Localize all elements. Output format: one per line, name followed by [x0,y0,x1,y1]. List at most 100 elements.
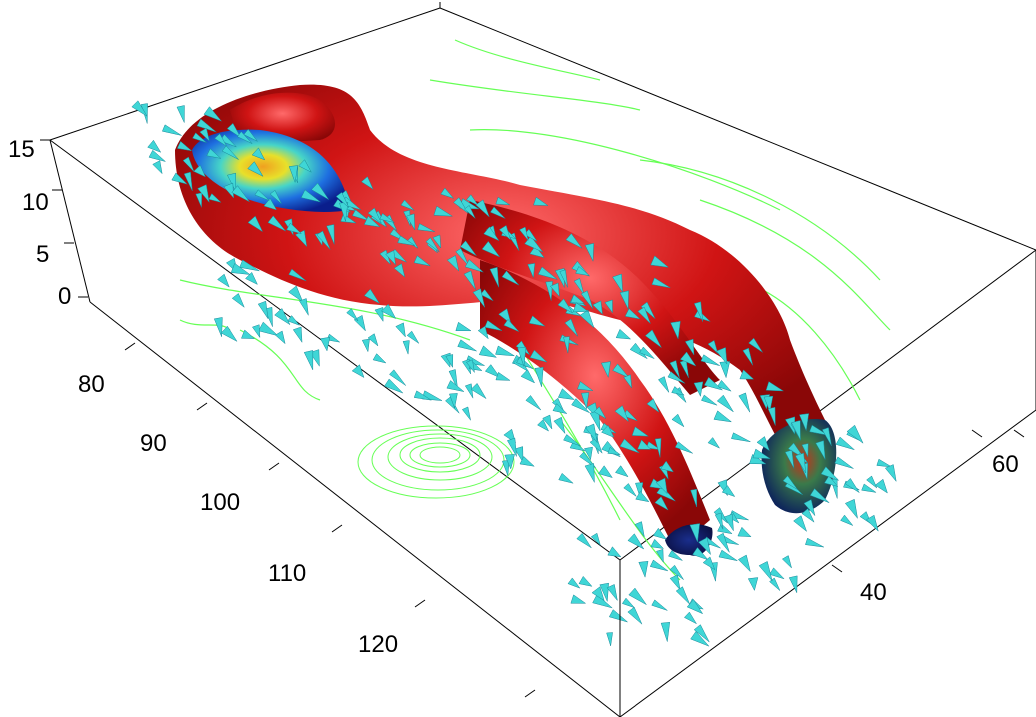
cone-mark [646,441,661,450]
cone-mark [567,577,581,589]
cone-mark [553,416,566,435]
cone-mark [580,290,594,310]
cone-mark [834,456,854,469]
cone-mark [583,446,593,461]
cone-mark [707,340,719,355]
cone-mark [425,237,440,253]
cone-mark [654,438,662,458]
cone-mark [747,577,759,592]
cone-mark [525,395,542,411]
cone-mark [489,266,499,288]
cone-mark [176,105,185,123]
x-tick-label: 90 [140,430,167,457]
cone-mark [257,300,269,319]
cone-mark [516,356,534,370]
cone-mark [466,359,475,373]
cone-mark [693,624,710,643]
cone-mark [721,485,736,498]
x-tick-label: 110 [268,560,306,587]
cone-mark [698,537,711,556]
cone-mark [627,606,643,625]
cone-mark [752,448,772,459]
cone-mark [162,124,182,136]
cone-mark [803,499,816,516]
cone-mark [461,406,471,421]
cone-mark [821,427,832,446]
cone-mark [316,230,331,250]
cone-mark [840,514,854,526]
cone-mark [639,346,655,359]
cone-mark [693,301,704,322]
cone-mark [379,213,395,223]
cone-mark [576,532,592,549]
cone-mark [619,290,629,310]
cone-mark [475,199,490,218]
cone-mark [311,182,329,200]
cone-mark [701,394,718,406]
cone-mark [483,226,500,242]
cone-mark [606,584,618,601]
cone-mark [269,189,282,204]
cone-mark [689,523,700,543]
cone-mark [690,488,697,508]
cone-plot [131,100,897,647]
cone-mark [206,148,222,159]
cone-mark [581,392,590,409]
cone-mark [363,215,381,228]
cone-mark [716,394,734,413]
cone-mark [763,395,774,413]
cone-mark [791,420,801,441]
cone-mark [247,215,264,233]
z-tick-label: 5 [36,241,49,268]
cone-mark [756,436,770,452]
cone-mark [523,228,538,242]
cone-mark [506,437,517,457]
cone-mark [490,206,506,219]
cone-mark [590,532,601,546]
cone-mark [716,379,732,392]
cone-mark [584,243,594,262]
cone-mark [192,132,207,143]
bounding-box [49,2,1036,717]
cone-mark [552,403,568,415]
cone-mark [484,320,503,331]
cone-mark [670,320,681,340]
cone-mark [684,338,695,356]
cone-mark [519,455,535,467]
cone-mark [692,547,709,561]
cone-mark [655,477,668,495]
cone-mark [231,185,250,202]
cone-mark [470,382,487,399]
cone-mark [606,632,613,647]
streamlines [179,39,891,581]
cone-mark [529,245,545,259]
cone-mark [433,205,454,217]
cone-mark [557,388,575,400]
cone-mark [584,463,595,483]
cone-mark [393,263,406,278]
cone-mark [445,354,454,369]
cone-mark [765,381,785,392]
cone-mark [667,371,686,384]
cone-mark [607,446,622,455]
cone-mark [397,235,416,246]
cone-mark [866,475,878,489]
cone-mark [621,597,636,609]
cone-mark [571,398,590,413]
cone-mark [326,224,335,245]
cone-mark [707,437,721,449]
cone-mark [472,288,486,308]
cone-mark [656,548,664,564]
cone-mark [464,259,484,273]
cone-mark [221,145,239,160]
cone-mark [591,586,605,602]
cone-mark [635,490,650,503]
cone-mark [464,205,476,219]
cone-mark [217,273,230,288]
cone-mark [612,363,630,379]
cone-mark [654,496,669,511]
cone-mark [504,454,515,470]
cone-mark [432,234,442,249]
cone-mark [793,515,808,533]
